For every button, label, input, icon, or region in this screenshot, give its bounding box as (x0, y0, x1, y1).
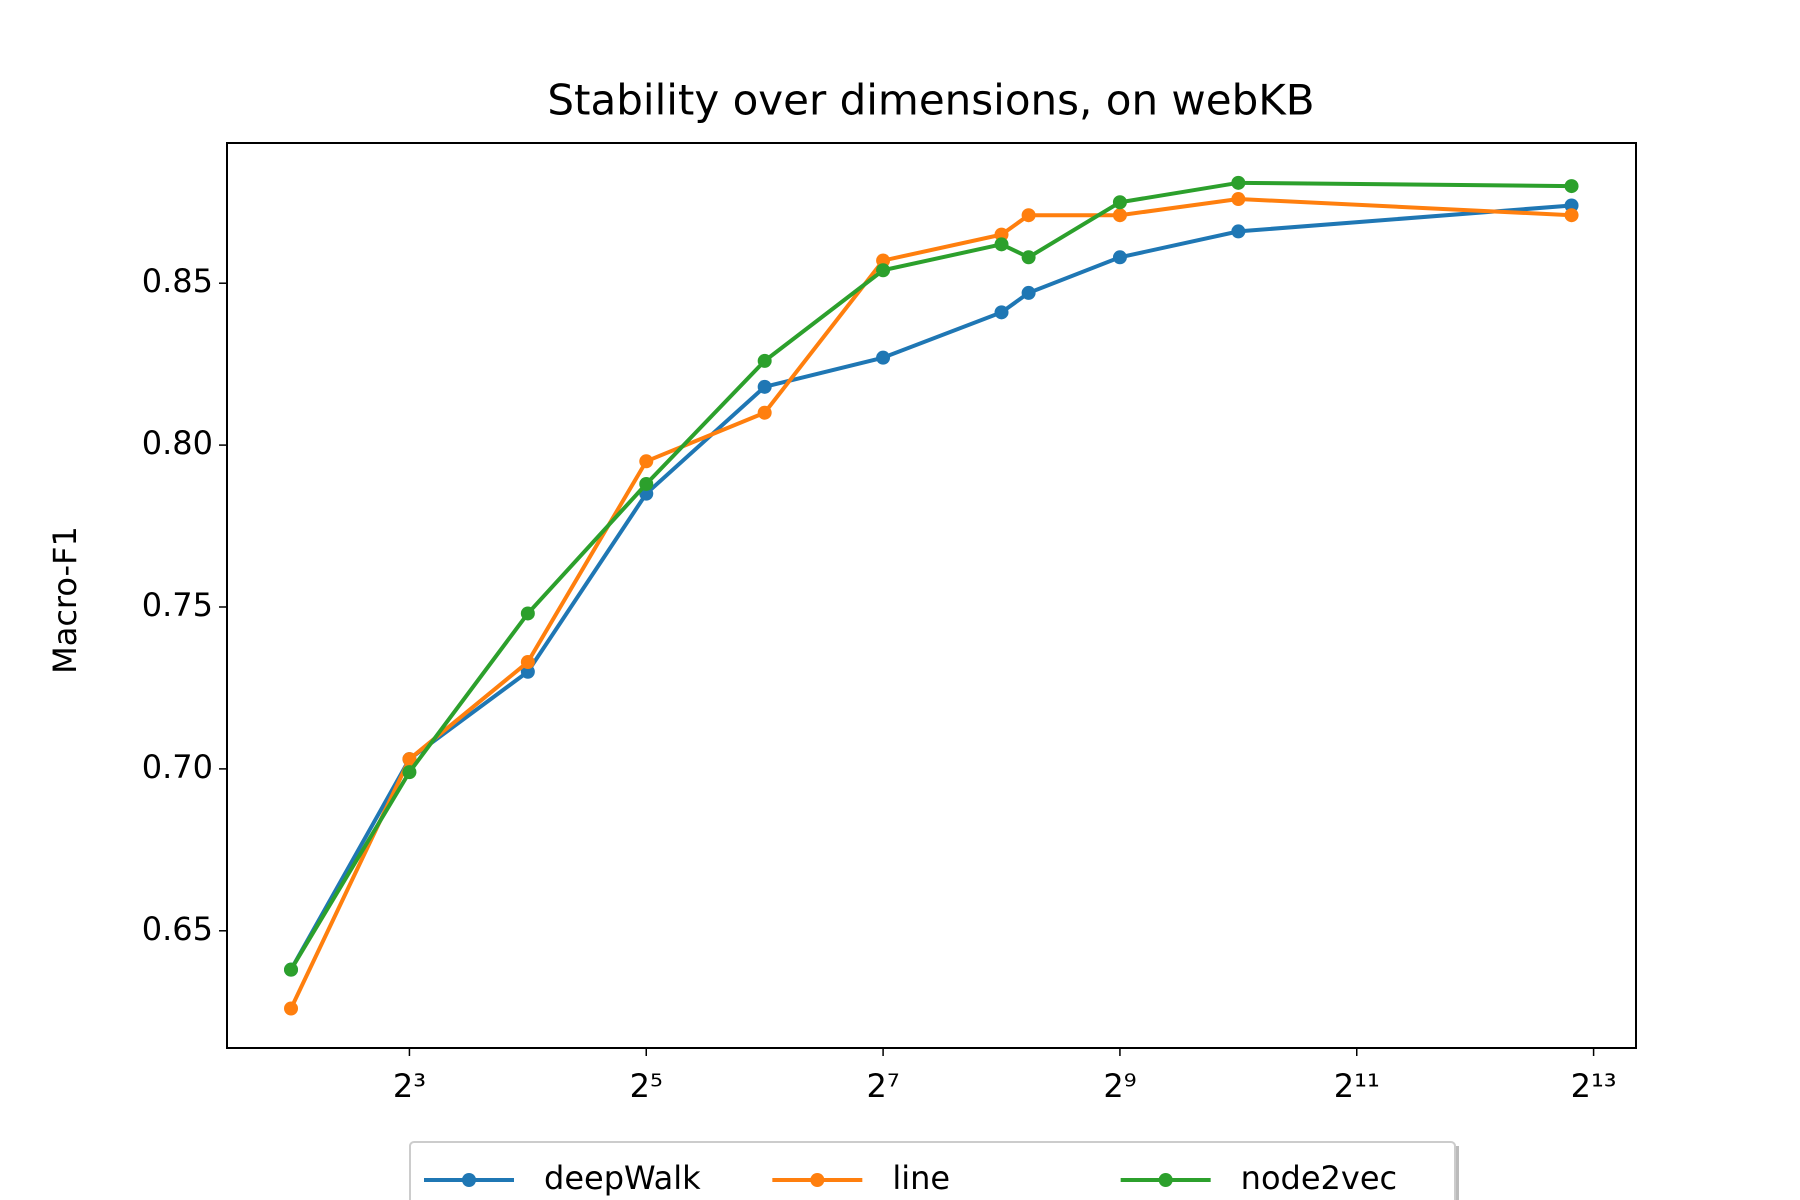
data-point (1564, 179, 1579, 194)
legend-label: deepWalk (544, 1159, 701, 1197)
data-point (1021, 285, 1036, 300)
data-point (639, 476, 654, 491)
data-point (1231, 224, 1246, 239)
x-tick-label: 2³ (393, 1067, 426, 1105)
y-tick-label: 0.70 (142, 748, 213, 786)
x-tick-label: 2¹³ (1571, 1067, 1617, 1105)
plot-frame (226, 142, 1637, 1049)
data-point (876, 263, 891, 278)
data-point (520, 606, 535, 621)
x-tick-label: 2¹¹ (1334, 1067, 1380, 1105)
data-point (1231, 192, 1246, 207)
data-point (1021, 250, 1036, 265)
series-line (289, 203, 1572, 971)
data-point (876, 350, 891, 365)
data-point (1564, 198, 1579, 213)
data-point (1564, 208, 1579, 223)
legend-marker (1158, 1173, 1173, 1187)
data-point (994, 305, 1009, 320)
data-point (1231, 175, 1246, 190)
data-point (1112, 208, 1127, 223)
series-line (289, 197, 1572, 1010)
y-tick-label: 0.65 (142, 910, 213, 948)
y-tick-label: 0.80 (142, 424, 213, 462)
y-tick-label: 0.75 (142, 586, 213, 624)
legend-box (409, 1141, 1456, 1200)
data-point (639, 454, 654, 469)
x-tick-label: 2⁵ (630, 1067, 663, 1105)
data-point (520, 664, 535, 679)
data-point (876, 253, 891, 268)
data-point (994, 237, 1009, 252)
data-point (1112, 195, 1127, 210)
data-point (757, 405, 772, 420)
data-point (284, 1001, 299, 1016)
x-tick-label: 2⁷ (867, 1067, 900, 1105)
legend-label: node2vec (1241, 1159, 1397, 1197)
legend-marker (810, 1173, 825, 1187)
y-tick-label: 0.85 (142, 262, 213, 300)
data-point (757, 353, 772, 368)
data-point (1021, 208, 1036, 223)
y-axis-label: Macro-F1 (46, 526, 84, 674)
chart-title: Stability over dimensions, on webKB (547, 76, 1314, 125)
legend-marker (462, 1173, 476, 1187)
data-point (994, 227, 1009, 242)
legend-label: line (892, 1159, 950, 1197)
data-point (402, 765, 417, 780)
data-point (757, 379, 772, 394)
data-point (520, 655, 535, 670)
x-tick-label: 2⁹ (1103, 1067, 1136, 1105)
series-line (289, 180, 1572, 971)
data-point (1112, 250, 1127, 265)
data-point (284, 962, 299, 977)
data-point (402, 752, 417, 767)
